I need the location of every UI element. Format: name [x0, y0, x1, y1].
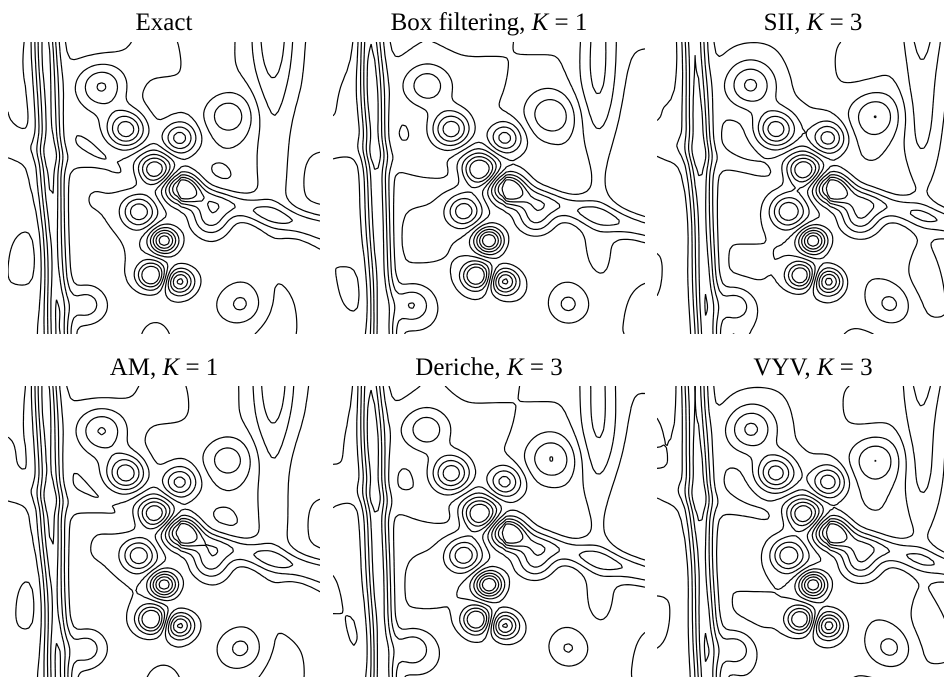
title-part: Box filtering,: [391, 9, 532, 36]
title-part: K: [816, 354, 835, 381]
title-part: = 3: [834, 354, 873, 381]
title-part: VYV,: [753, 354, 816, 381]
title-part: = 1: [548, 9, 587, 36]
contour-lines: [333, 386, 645, 677]
title-part: AM,: [110, 354, 163, 381]
contour-lines: [657, 386, 944, 677]
contour-panel: [333, 42, 645, 334]
title-part: K: [531, 9, 550, 36]
title-part: = 3: [524, 354, 563, 381]
panel-title: Box filtering, K = 1: [391, 9, 588, 36]
title-part: K: [806, 9, 825, 36]
title-part: K: [506, 354, 525, 381]
title-part: Exact: [136, 9, 193, 36]
title-part: SII,: [764, 9, 807, 36]
contour-lines: [657, 42, 944, 334]
contour-panel: [8, 386, 320, 677]
contour-panel: [657, 42, 944, 334]
panel-title: SII, K = 3: [764, 9, 863, 36]
panel-title: Deriche, K = 3: [415, 354, 562, 381]
contour-lines: [333, 42, 645, 334]
panel-title: AM, K = 1: [110, 354, 219, 381]
title-part: = 1: [179, 354, 218, 381]
contour-panel: [333, 386, 645, 677]
title-part: K: [162, 354, 181, 381]
contour-lines: [8, 42, 320, 334]
panel-title: Exact: [136, 9, 193, 36]
panel-title: VYV, K = 3: [753, 354, 872, 381]
contour-panel: [657, 386, 944, 677]
title-part: Deriche,: [415, 354, 507, 381]
contour-lines: [8, 386, 320, 677]
title-part: = 3: [823, 9, 862, 36]
contour-panel: [8, 42, 320, 334]
